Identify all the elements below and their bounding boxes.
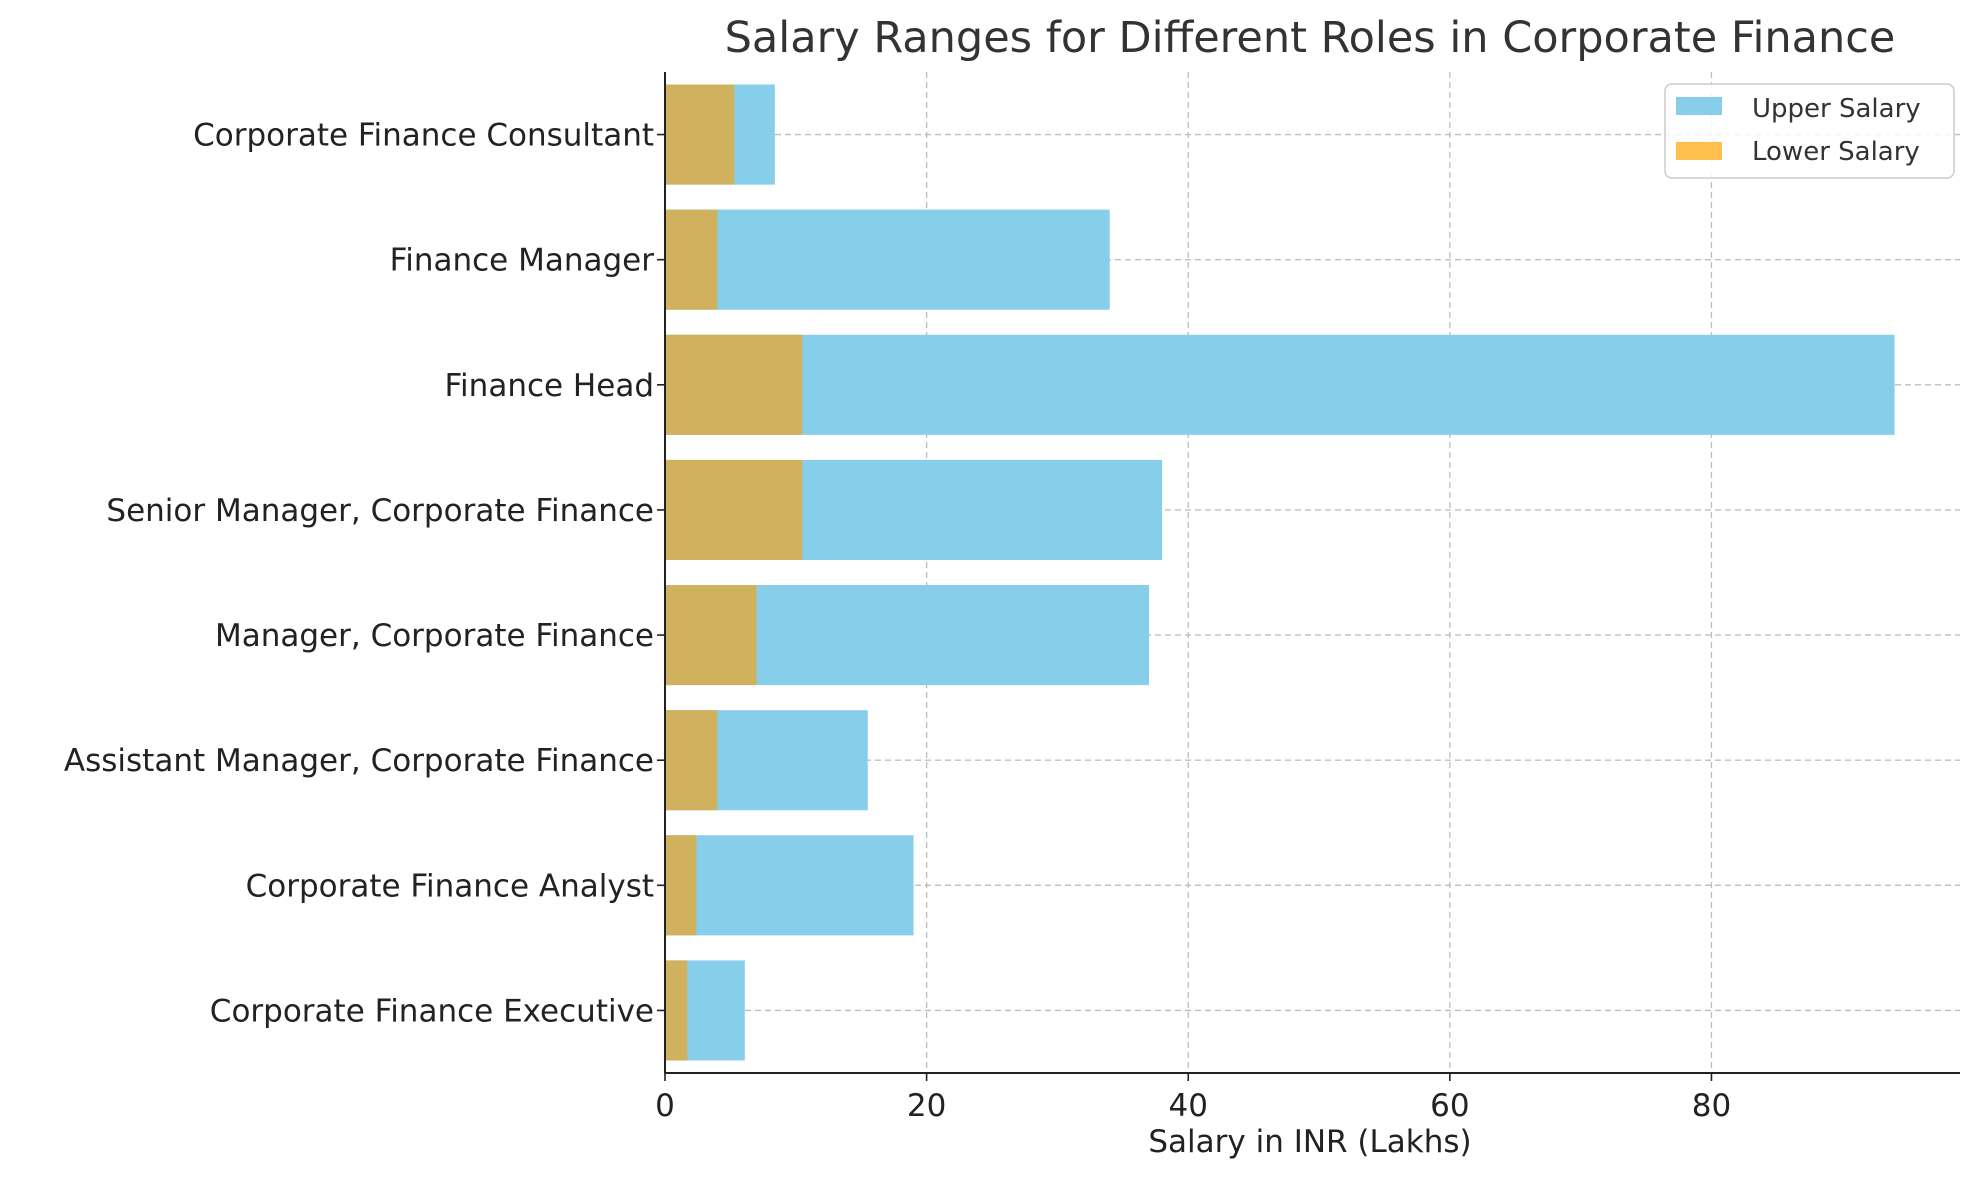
bar-upper-salary-corporate-finance-analyst <box>665 835 914 936</box>
y-tick-label-corporate-finance-consultant: Corporate Finance Consultant <box>193 118 654 154</box>
labels-layer: 0 20 40 60 80 Corporate Finance Executive Corp… <box>64 118 1731 1124</box>
bar-lower-salary-assistant-manager-corporate-finance <box>665 710 718 811</box>
y-tick-label-senior-manager-corporate-finance: Senior Manager, Corporate Finance <box>106 493 654 529</box>
bar-lower-salary-senior-manager-corporate-finance <box>665 459 803 560</box>
bar-lower-salary-manager-corporate-finance <box>665 585 757 686</box>
legend-label-lower-salary: Lower Salary <box>1752 137 1920 167</box>
legend-label-upper-salary: Upper Salary <box>1752 94 1921 124</box>
y-tick-label-finance-manager: Finance Manager <box>390 243 655 279</box>
bar-upper-salary-finance-head <box>665 334 1895 435</box>
x-tick-label: 20 <box>907 1088 946 1124</box>
x-tick-label: 60 <box>1430 1088 1469 1124</box>
bar-lower-salary-finance-head <box>665 334 803 435</box>
x-tick-label: 0 <box>655 1088 675 1124</box>
legend-frame <box>1664 83 1955 179</box>
axes-layer <box>657 72 1960 1081</box>
y-tick-label-assistant-manager-corporate-finance: Assistant Manager, Corporate Finance <box>64 743 654 779</box>
legend: Upper Salary Lower Salary <box>1664 83 1955 179</box>
bars-layer <box>665 84 1895 1061</box>
y-tick-label-corporate-finance-analyst: Corporate Finance Analyst <box>246 868 654 904</box>
y-tick-label-finance-head: Finance Head <box>444 368 654 404</box>
bar-lower-salary-corporate-finance-consultant <box>665 84 735 185</box>
y-tick-label-corporate-finance-executive: Corporate Finance Executive <box>210 993 654 1029</box>
bar-upper-salary-finance-manager <box>665 209 1110 310</box>
legend-swatch-lower-salary <box>1676 142 1722 160</box>
bar-lower-salary-corporate-finance-executive <box>665 960 688 1061</box>
x-tick-label: 80 <box>1692 1088 1731 1124</box>
bar-lower-salary-corporate-finance-analyst <box>665 835 697 936</box>
legend-swatch-upper-salary <box>1676 97 1722 115</box>
chart-title: Salary Ranges for Different Roles in Cor… <box>725 13 1896 63</box>
y-tick-label-manager-corporate-finance: Manager, Corporate Finance <box>215 618 654 654</box>
x-axis-label: Salary in INR (Lakhs) <box>1148 1124 1471 1160</box>
bar-lower-salary-finance-manager <box>665 209 718 310</box>
x-tick-label: 40 <box>1169 1088 1208 1124</box>
